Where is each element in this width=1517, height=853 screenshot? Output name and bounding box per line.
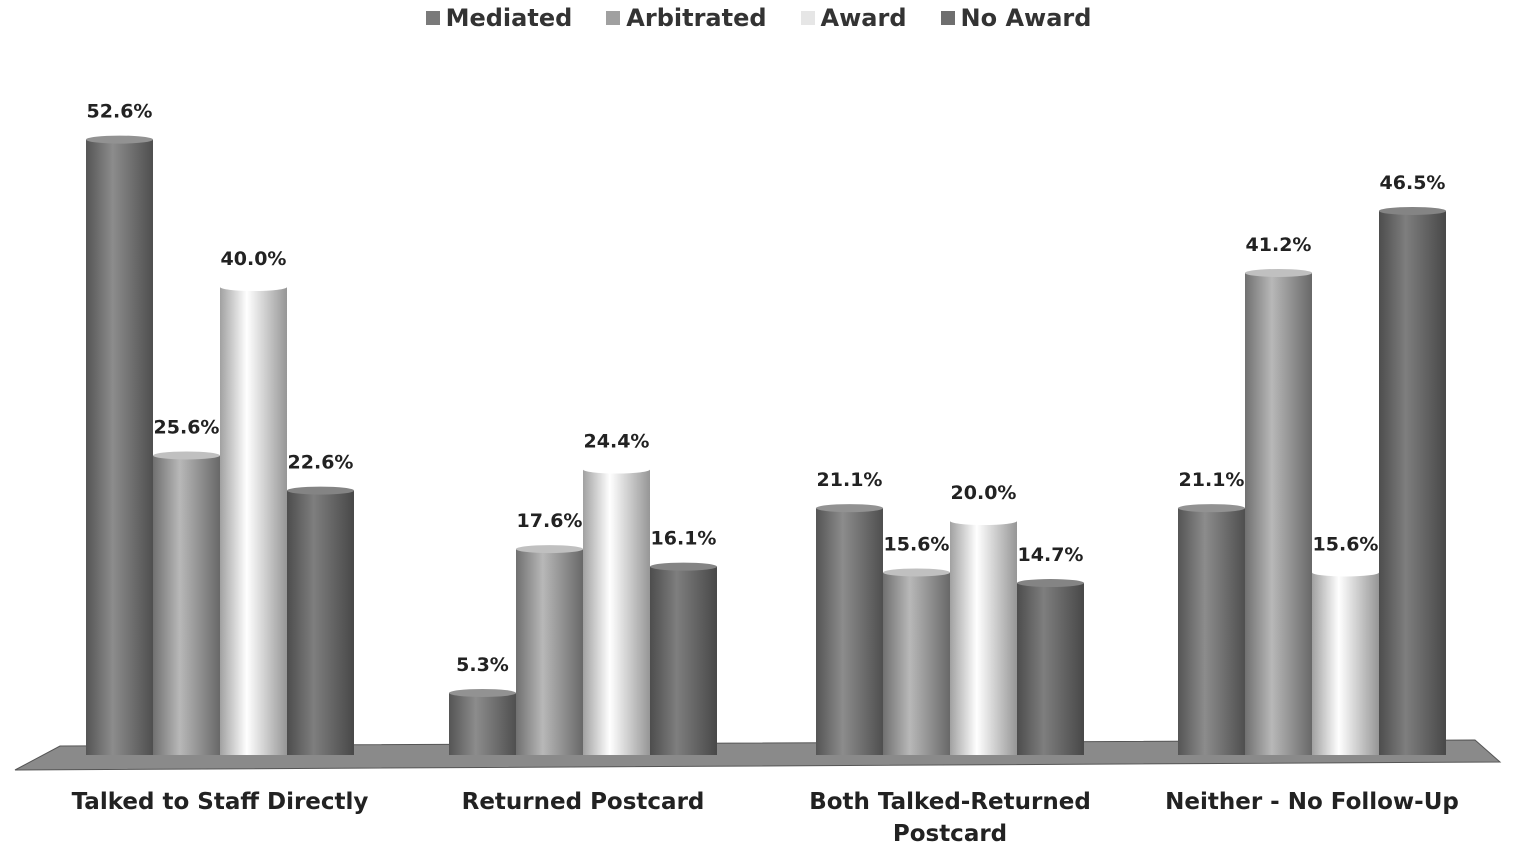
bar [583,469,650,755]
bar-top [950,517,1017,525]
legend-item: Award [800,4,907,32]
bar-top [583,465,650,474]
bar-top [1245,268,1312,277]
bar-top [220,283,287,291]
legend-label: Mediated [445,4,573,32]
data-label: 16.1% [651,528,717,550]
bar [1379,210,1446,755]
legend: Mediated Arbitrated Award No Award [0,4,1517,32]
legend-swatch [800,11,815,25]
data-label: 40.0% [221,248,287,270]
legend-swatch [606,11,621,25]
legend-swatch [425,11,440,25]
legend-item: No Award [940,4,1092,32]
data-label: 15.6% [1313,533,1379,555]
legend-label: No Award [960,4,1092,32]
bar [153,455,220,755]
bar-top [287,486,354,495]
data-label: 17.6% [517,510,583,532]
x-tick-label: Both Talked-Returned Postcard [809,789,1091,847]
legend-item: Arbitrated [606,4,767,32]
x-tick-label: Returned Postcard [461,789,705,815]
bar-top [1017,579,1084,588]
bar-top [883,568,950,577]
x-tick-label: Neither - No Follow-Up [1165,789,1459,815]
data-label: 21.1% [817,469,883,491]
bar-top [1379,206,1446,215]
legend-item: Mediated [425,4,573,32]
x-tick-label: Talked to Staff Directly [71,789,369,815]
bar-top [1312,568,1379,577]
data-label: 14.7% [1018,544,1084,566]
bar [883,572,950,755]
bar [449,692,516,755]
bar-top [449,688,516,697]
data-label: 15.6% [884,533,950,555]
bar [950,521,1017,755]
bar [650,566,717,755]
bar-top [86,135,153,144]
data-label: 25.6% [154,416,220,438]
bar [516,549,583,755]
data-label: 24.4% [584,431,650,453]
bar [1178,508,1245,755]
data-label: 5.3% [456,654,509,676]
data-label: 22.6% [288,452,354,474]
data-label: 46.5% [1380,172,1446,194]
legend-label: Award [820,4,907,32]
legend-swatch [940,11,955,25]
bar [816,508,883,755]
bar-top [816,504,883,513]
bar-top [650,562,717,571]
bar [1017,583,1084,755]
bar-top [153,451,220,460]
data-label: 52.6% [87,101,153,123]
data-label: 41.2% [1246,234,1312,256]
data-label: 21.1% [1179,469,1245,491]
bar [287,490,354,755]
data-label: 20.0% [951,482,1017,504]
bar [220,287,287,755]
bar [1245,272,1312,755]
bar-top [516,545,583,554]
bar-top [1178,504,1245,513]
bar [86,139,153,755]
legend-label: Arbitrated [626,4,767,32]
bar [1312,572,1379,755]
